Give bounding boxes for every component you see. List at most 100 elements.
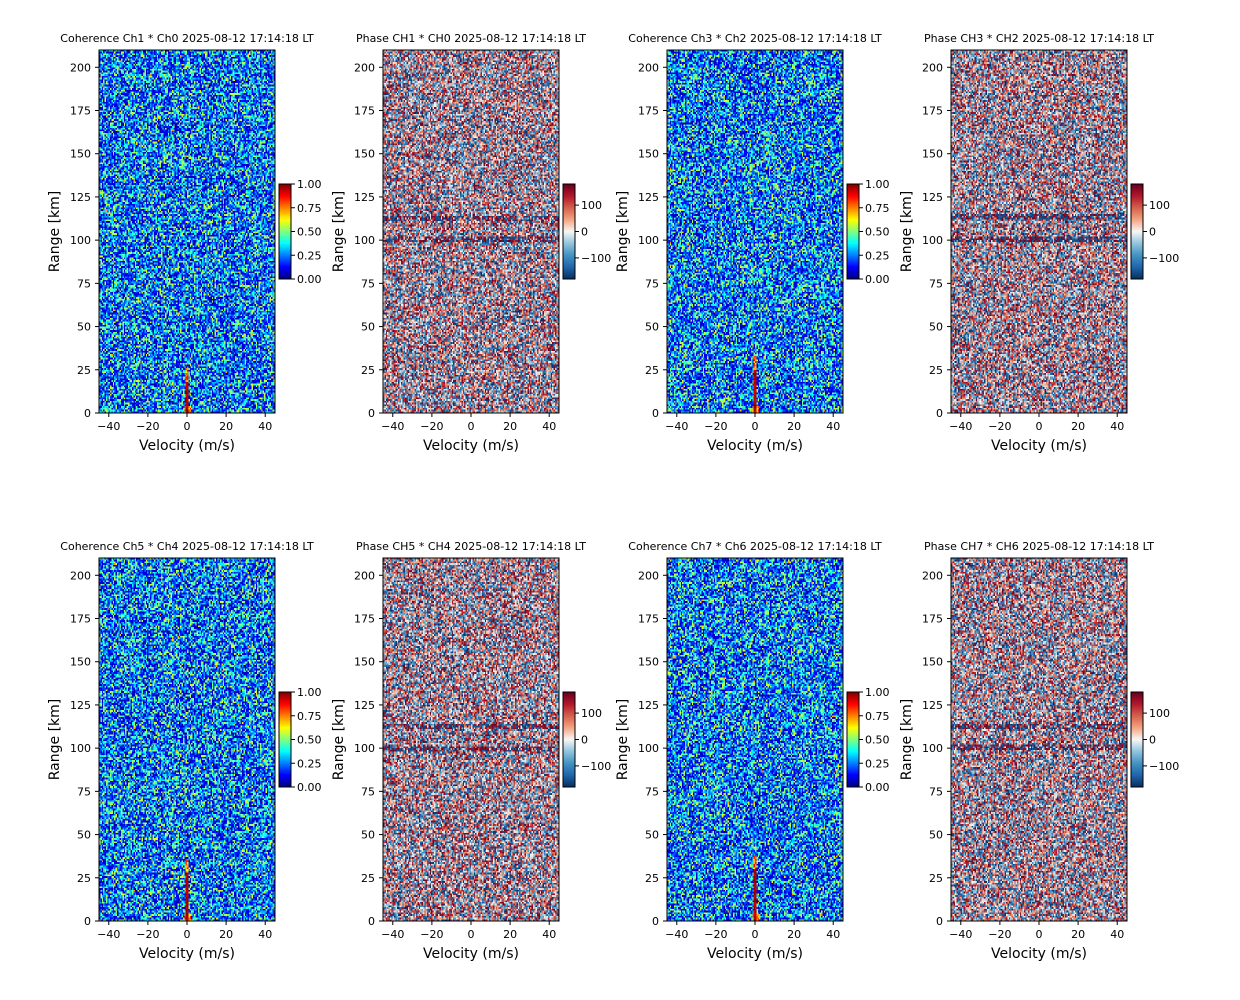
y-tick-label: 125 [70, 699, 91, 712]
panel-4: Phase CH3 * CH2 2025-08-12 17:14:18 LT −4… [899, 32, 1179, 454]
y-tick-label: 100 [354, 742, 375, 755]
x-tick-label: 40 [826, 420, 840, 433]
panel-7: Coherence Ch7 * Ch6 2025-08-12 17:14:18 … [615, 540, 890, 962]
y-tick-label: 175 [70, 613, 91, 626]
colorbar-tick-label: −100 [1149, 760, 1179, 773]
y-tick-label: 150 [638, 148, 659, 161]
colorbar-tick-label: 0.50 [865, 226, 890, 239]
panel-title: Phase CH1 * CH0 2025-08-12 17:14:18 LT [356, 32, 586, 45]
x-tick-label: 20 [503, 420, 517, 433]
y-axis-label: Range [km] [615, 699, 631, 781]
y-tick-label: 0 [936, 407, 943, 420]
x-tick-label: −40 [665, 928, 688, 941]
y-tick-label: 150 [922, 656, 943, 669]
y-tick-label: 75 [645, 277, 659, 290]
y-tick-label: 150 [354, 148, 375, 161]
y-tick-label: 200 [922, 61, 943, 74]
y-tick-label: 150 [354, 656, 375, 669]
x-tick-label: −20 [420, 420, 443, 433]
y-tick-label: 125 [922, 191, 943, 204]
heatmap-image [383, 50, 559, 413]
y-tick-label: 50 [77, 321, 91, 334]
x-tick-label: −40 [665, 420, 688, 433]
colorbar-gradient [279, 692, 291, 787]
x-tick-label: −20 [136, 420, 159, 433]
x-tick-label: 40 [1110, 420, 1124, 433]
colorbar-tick-label: 0.50 [297, 226, 322, 239]
colorbar-tick-label: 0.50 [297, 734, 322, 747]
y-tick-label: 50 [929, 321, 943, 334]
y-tick-label: 125 [922, 699, 943, 712]
y-tick-label: 25 [77, 872, 91, 885]
colorbar-tick-label: 0.75 [865, 202, 890, 215]
x-axis-label: Velocity (m/s) [423, 946, 519, 962]
panel-title: Coherence Ch1 * Ch0 2025-08-12 17:14:18 … [60, 32, 314, 45]
colorbar-tick-label: 0.25 [865, 249, 890, 262]
y-tick-label: 25 [77, 364, 91, 377]
y-axis-label: Range [km] [47, 191, 63, 273]
x-tick-label: −40 [949, 420, 972, 433]
x-axis-label: Velocity (m/s) [707, 946, 803, 962]
colorbar-gradient [847, 184, 859, 279]
y-tick-label: 150 [638, 656, 659, 669]
x-tick-label: 0 [1036, 420, 1043, 433]
y-tick-label: 125 [354, 699, 375, 712]
x-tick-label: 0 [468, 928, 475, 941]
y-tick-label: 50 [361, 829, 375, 842]
x-axis-label: Velocity (m/s) [707, 438, 803, 454]
y-tick-label: 0 [652, 407, 659, 420]
x-axis-label: Velocity (m/s) [423, 438, 519, 454]
colorbar-tick-label: 1.00 [865, 686, 890, 699]
x-tick-label: 0 [468, 420, 475, 433]
x-tick-label: 40 [542, 928, 556, 941]
x-tick-label: −20 [704, 928, 727, 941]
colorbar-tick-label: 0.75 [297, 202, 322, 215]
panel-title: Phase CH7 * CH6 2025-08-12 17:14:18 LT [924, 540, 1154, 553]
x-tick-label: 40 [826, 928, 840, 941]
colorbar-tick-label: 0 [1149, 226, 1156, 239]
x-tick-label: 20 [503, 928, 517, 941]
y-tick-label: 25 [929, 364, 943, 377]
colorbar-tick-label: 0.75 [297, 710, 322, 723]
x-tick-label: −40 [97, 928, 120, 941]
x-tick-label: −20 [988, 928, 1011, 941]
y-tick-label: 0 [84, 407, 91, 420]
y-tick-label: 75 [929, 277, 943, 290]
y-tick-label: 100 [354, 234, 375, 247]
y-tick-label: 200 [354, 61, 375, 74]
colorbar-tick-label: −100 [1149, 252, 1179, 265]
y-axis-label: Range [km] [47, 699, 63, 781]
x-tick-label: −40 [381, 928, 404, 941]
y-tick-label: 150 [922, 148, 943, 161]
y-tick-label: 175 [638, 105, 659, 118]
y-tick-label: 150 [70, 148, 91, 161]
y-tick-label: 50 [361, 321, 375, 334]
x-tick-label: 0 [752, 928, 759, 941]
panel-3: Coherence Ch3 * Ch2 2025-08-12 17:14:18 … [615, 32, 890, 454]
y-tick-label: 25 [645, 872, 659, 885]
panel-title: Coherence Ch3 * Ch2 2025-08-12 17:14:18 … [628, 32, 882, 45]
colorbar-tick-label: 0.25 [865, 757, 890, 770]
heatmap-image [383, 558, 559, 921]
y-tick-label: 175 [922, 613, 943, 626]
colorbar-tick-label: 0.00 [865, 273, 890, 286]
y-tick-label: 150 [70, 656, 91, 669]
colorbar-tick-label: 0 [1149, 734, 1156, 747]
y-axis-label: Range [km] [899, 699, 915, 781]
colorbar-tick-label: −100 [581, 252, 611, 265]
colorbar-tick-label: 0.75 [865, 710, 890, 723]
y-tick-label: 200 [638, 569, 659, 582]
y-tick-label: 125 [638, 191, 659, 204]
y-tick-label: 100 [922, 742, 943, 755]
heatmap-image [667, 50, 843, 413]
x-tick-label: 20 [787, 928, 801, 941]
colorbar-tick-label: 0 [581, 734, 588, 747]
colorbar-tick-label: 0.00 [297, 781, 322, 794]
colorbar-tick-label: 100 [581, 707, 602, 720]
y-tick-label: 50 [645, 321, 659, 334]
colorbar-gradient [1131, 692, 1143, 787]
y-tick-label: 200 [638, 61, 659, 74]
y-tick-label: 0 [936, 915, 943, 928]
y-axis-label: Range [km] [899, 191, 915, 273]
x-tick-label: −40 [949, 928, 972, 941]
